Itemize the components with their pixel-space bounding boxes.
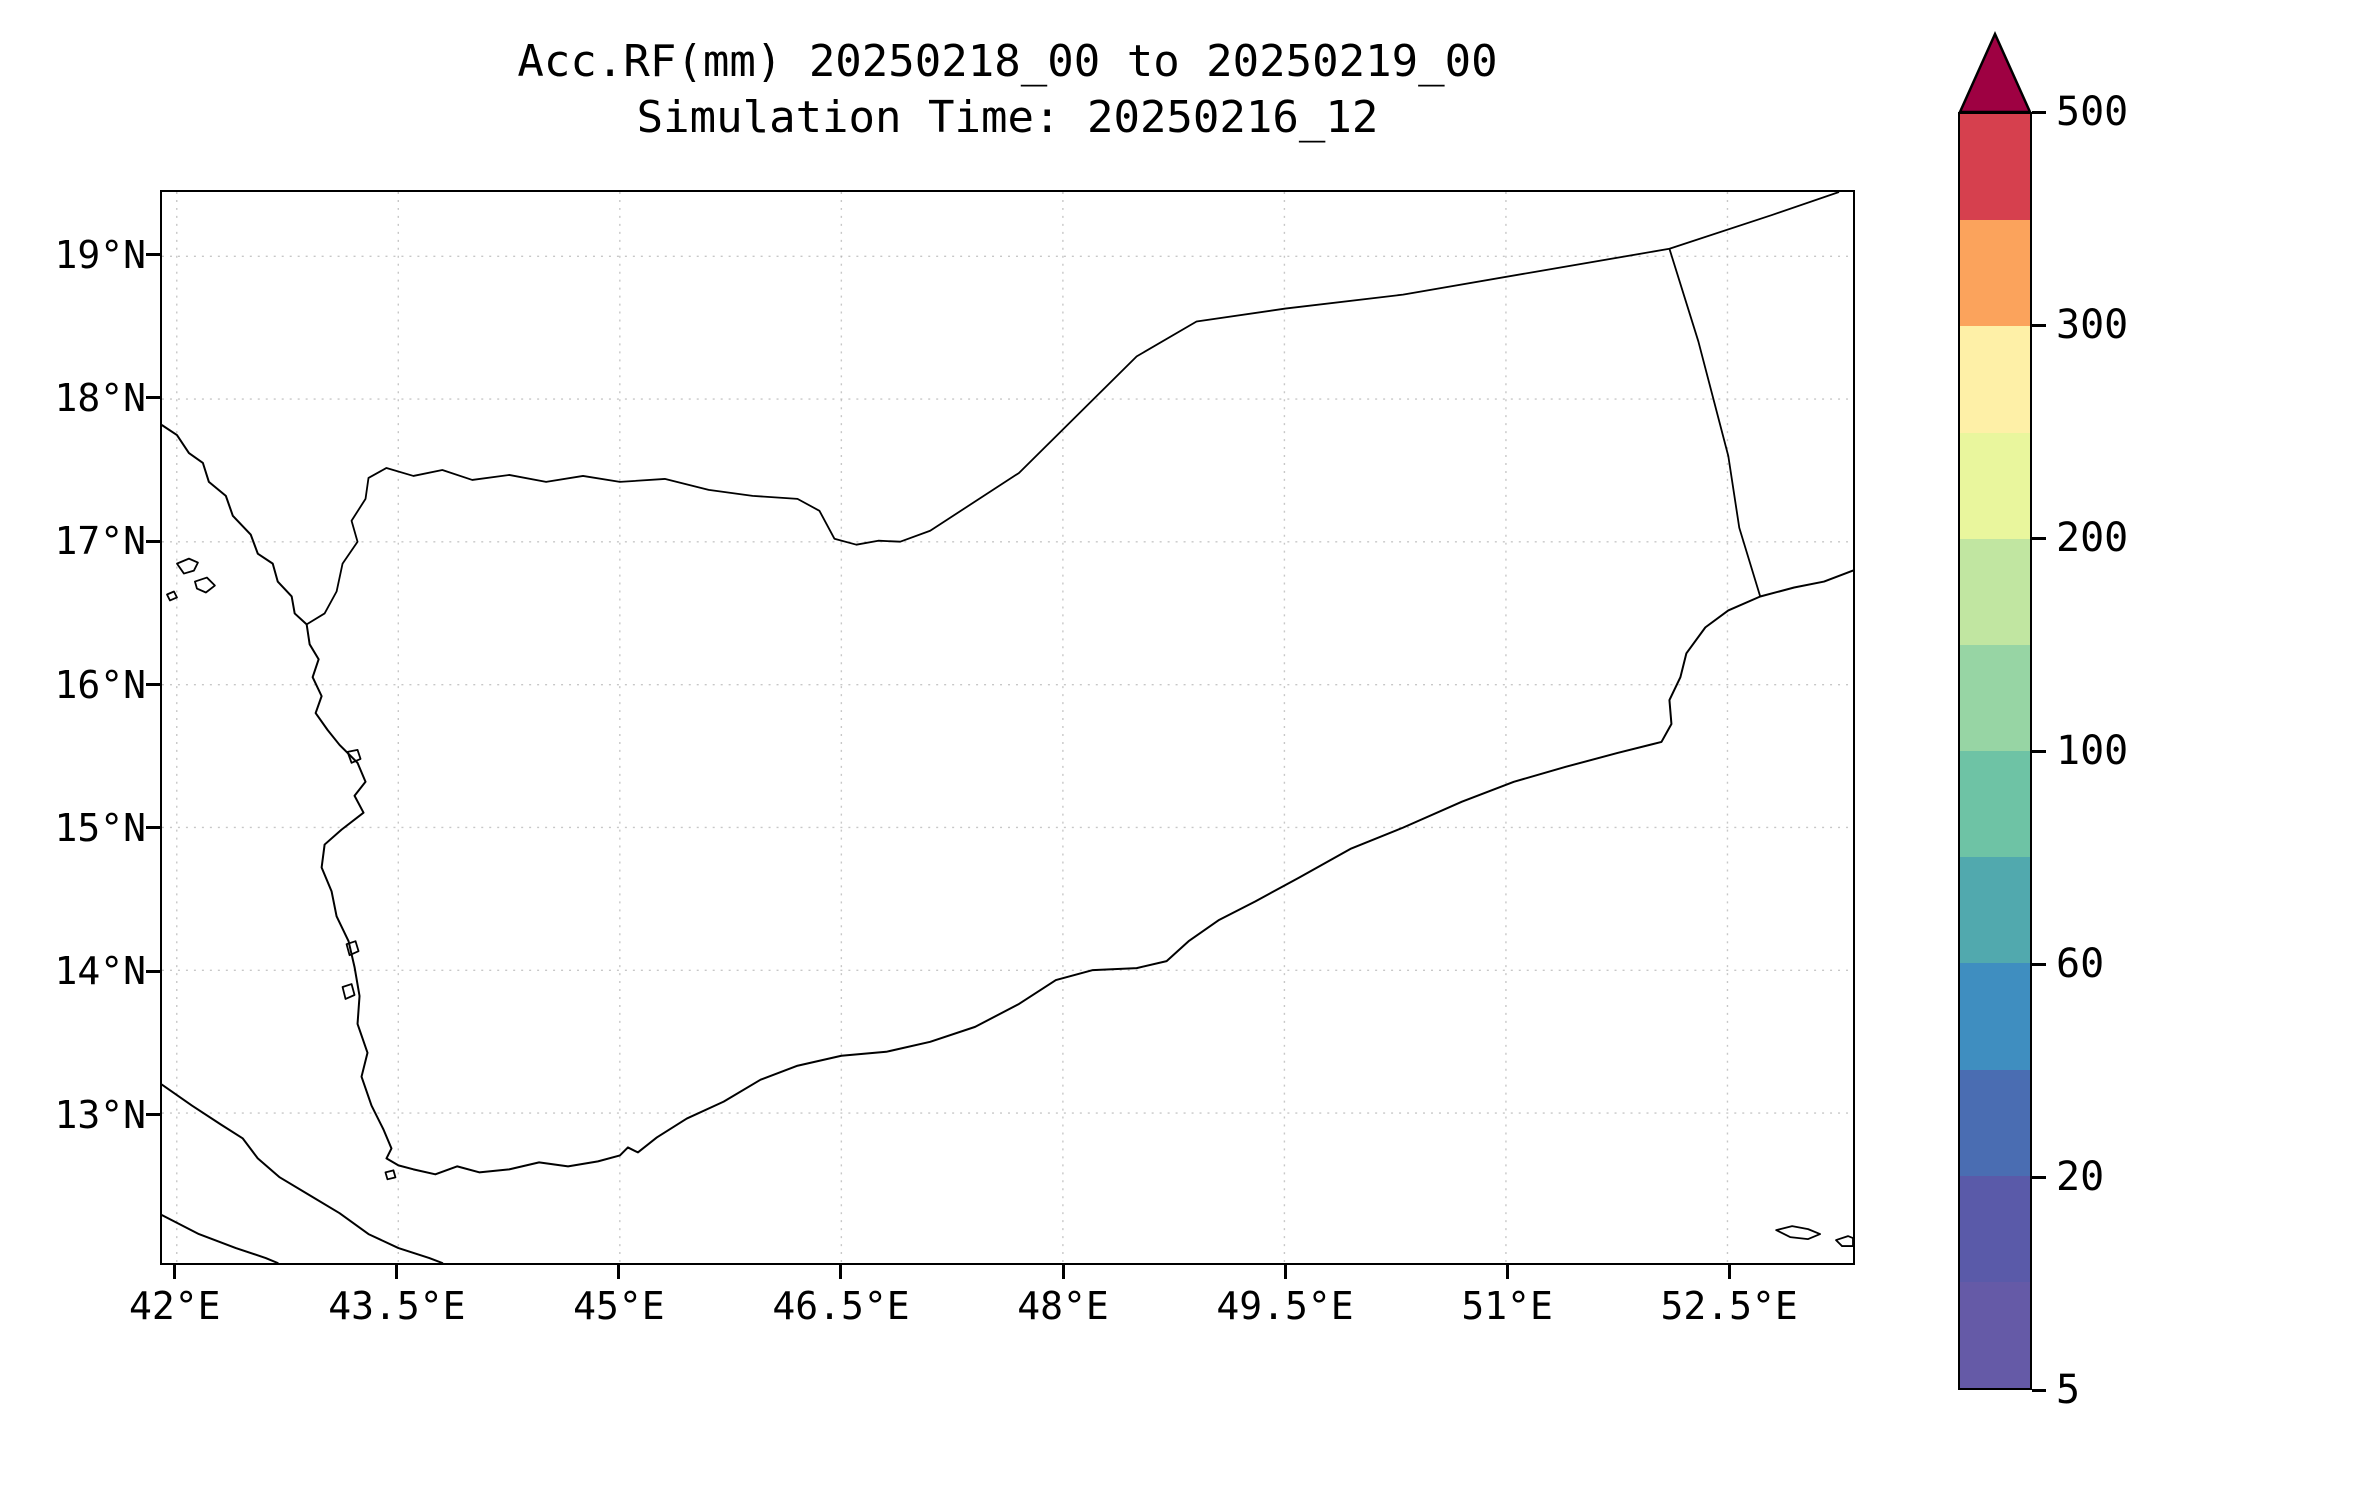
- x-axis-tick-mark: [1283, 1265, 1287, 1279]
- x-axis-tick-mark: [1061, 1265, 1065, 1279]
- colorbar-bar: [1958, 112, 2032, 1390]
- colorbar-tick-label: 60: [2056, 941, 2105, 987]
- island-kamaran: [346, 749, 362, 764]
- x-axis-tick-mark: [395, 1265, 399, 1279]
- colorbar-band: [1960, 857, 2030, 964]
- colorbar-over-arrow: [1958, 30, 2032, 114]
- colorbar-tick-mark: [2032, 110, 2046, 114]
- x-axis-tick-label: 46.5°E: [772, 1284, 910, 1328]
- island-farasan-1: [176, 557, 199, 575]
- y-axis-tick-label: 19°N: [54, 232, 146, 277]
- y-axis-tick-mark: [146, 396, 160, 400]
- colorbar-tick-mark: [2032, 749, 2046, 753]
- colorbar-band: [1960, 963, 2030, 1070]
- island-hanish-2: [341, 983, 356, 1000]
- x-axis-tick-mark: [1505, 1265, 1509, 1279]
- y-axis-tick-label: 14°N: [54, 949, 146, 994]
- colorbar-tick-mark: [2032, 962, 2046, 966]
- colorbar-tick-mark: [2032, 1175, 2046, 1179]
- plot-subtitle: Simulation Time: 20250216_12: [636, 92, 1379, 143]
- y-axis-tick-mark: [146, 253, 160, 256]
- colorbar-band: [1960, 220, 2030, 327]
- x-axis-tick-mark: [617, 1265, 621, 1279]
- island-farasan-3: [166, 590, 178, 602]
- plot-title: Acc.RF(mm) 20250218_00 to 20250219_00: [517, 36, 1498, 87]
- colorbar-tick-label: 20: [2056, 1154, 2105, 1200]
- y-axis-tick-label: 18°N: [54, 375, 146, 420]
- coastline-africa-north: [162, 1083, 444, 1263]
- colorbar-band: [1960, 751, 2030, 858]
- colorbar-tick-label: 100: [2056, 728, 2129, 774]
- colorbar-band: [1960, 1175, 2030, 1282]
- map-svg: [162, 192, 1853, 1263]
- colorbar-tick-label: 300: [2056, 302, 2129, 348]
- island-hanish-1: [345, 940, 360, 957]
- y-axis-tick-label: 15°N: [54, 805, 146, 850]
- x-axis-tick-mark: [173, 1265, 177, 1279]
- y-axis-tick-label: 17°N: [54, 519, 146, 564]
- y-axis-tick-mark: [146, 539, 160, 543]
- island-perim: [384, 1169, 397, 1181]
- colorbar-tick-label: 200: [2056, 515, 2129, 561]
- x-axis-tick-label: 52.5°E: [1660, 1284, 1798, 1328]
- border-saudi-yemen: [306, 192, 1840, 626]
- y-axis-tick-label: 16°N: [54, 662, 146, 707]
- colorbar-band: [1960, 1281, 2030, 1389]
- y-axis-tick-label: 13°N: [54, 1092, 146, 1137]
- x-axis-tick-mark: [839, 1265, 843, 1279]
- title-block: Acc.RF(mm) 20250218_00 to 20250219_00 Si…: [160, 34, 1855, 146]
- y-axis-tick-mark: [146, 826, 160, 830]
- x-axis-tick-label: 49.5°E: [1216, 1284, 1354, 1328]
- island-farasan-2: [194, 576, 216, 594]
- x-axis-tick-label: 45°E: [573, 1284, 665, 1328]
- colorbar-tick-mark: [2032, 536, 2046, 540]
- colorbar-tick-mark: [2032, 323, 2046, 327]
- coastline-africa-south: [162, 1214, 279, 1263]
- island-abd-al-kuri: [1775, 1225, 1821, 1240]
- colorbar-band: [1960, 644, 2030, 752]
- island-socotra-edge: [1835, 1235, 1853, 1247]
- colorbar-tick-label: 500: [2056, 89, 2129, 135]
- x-axis-tick-label: 42°E: [129, 1284, 221, 1328]
- map-plot-area: [160, 190, 1855, 1265]
- colorbar-band: [1960, 432, 2030, 539]
- x-axis-tick-mark: [1727, 1265, 1731, 1279]
- colorbar-band: [1960, 326, 2030, 433]
- y-axis-tick-mark: [146, 1113, 160, 1116]
- colorbar-band: [1960, 1069, 2030, 1176]
- gridlines: [162, 192, 1853, 1263]
- border-oman: [1668, 248, 1762, 597]
- y-axis-tick-mark: [146, 969, 160, 973]
- x-axis-tick-label: 48°E: [1017, 1284, 1109, 1328]
- x-axis-tick-label: 43.5°E: [328, 1284, 466, 1328]
- y-axis-tick-mark: [146, 683, 160, 686]
- colorbar-band: [1960, 114, 2030, 221]
- coastline-arabia: [162, 424, 1853, 1176]
- colorbar-band: [1960, 538, 2030, 645]
- colorbar-tick-label: 5: [2056, 1367, 2081, 1413]
- colorbar-tick-mark: [2032, 1388, 2046, 1392]
- x-axis-tick-label: 51°E: [1461, 1284, 1553, 1328]
